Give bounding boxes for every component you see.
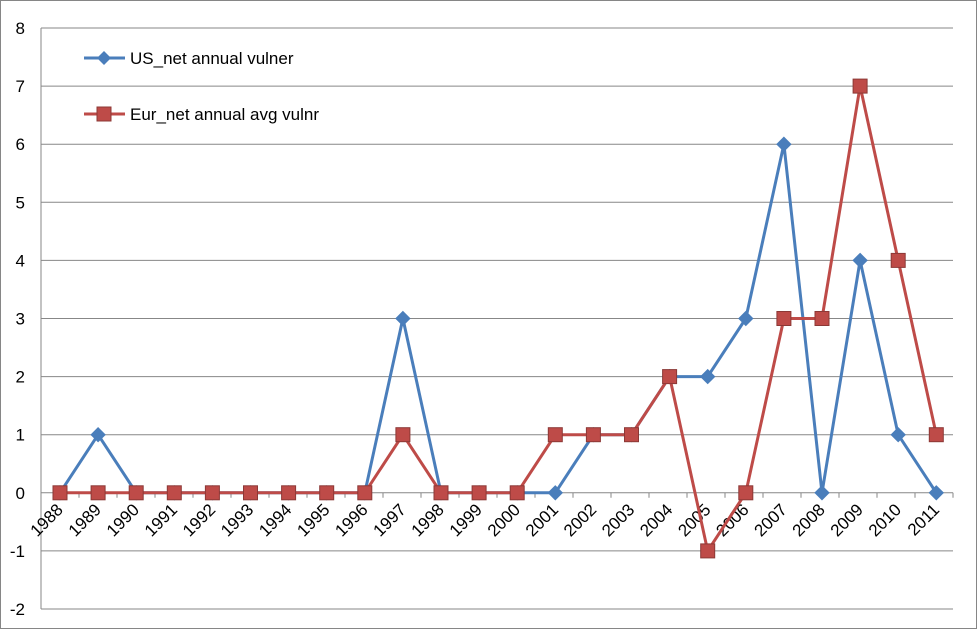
- y-tick-label: 5: [16, 193, 25, 212]
- data-point-square: [776, 311, 792, 326]
- data-point-square: [395, 427, 411, 443]
- legend-marker-diamond: [97, 51, 111, 65]
- x-tick-label: 1999: [446, 500, 486, 540]
- x-tick-label: 2008: [789, 500, 829, 540]
- y-tick-label: -2: [10, 600, 25, 619]
- x-tick-label: 2002: [560, 500, 600, 540]
- x-tick-label: 1992: [179, 500, 219, 540]
- y-tick-label: 1: [16, 426, 25, 445]
- x-tick-label: 2010: [865, 500, 905, 540]
- data-point-square: [52, 485, 68, 501]
- series: [52, 78, 945, 559]
- data-point-square: [738, 485, 754, 501]
- data-point-square: [624, 427, 639, 443]
- data-point-diamond: [776, 136, 792, 152]
- data-point-diamond: [928, 485, 945, 501]
- data-point-square: [585, 427, 601, 443]
- data-point-diamond: [890, 426, 906, 443]
- data-point-diamond: [738, 310, 754, 327]
- data-point-square: [509, 485, 525, 501]
- x-tick-label: 1989: [65, 500, 105, 540]
- y-tick-label: 7: [16, 77, 25, 96]
- x-tick-label: 2004: [636, 500, 676, 540]
- x-tick-label: 2009: [827, 500, 867, 540]
- y-tick-label: 8: [16, 19, 25, 38]
- x-tick-label: 2000: [484, 500, 524, 540]
- y-tick-label: 4: [16, 251, 25, 270]
- data-point-square: [166, 485, 182, 501]
- data-point-diamond: [547, 485, 564, 501]
- gridlines: [41, 27, 953, 610]
- x-tick-label: 1995: [293, 500, 333, 540]
- y-tick-label: 3: [16, 310, 25, 329]
- x-axis-tick-labels: 1988198919901991199219931994199519961997…: [27, 500, 943, 540]
- x-tick-label: 1991: [141, 500, 181, 540]
- x-tick-label: 1994: [255, 500, 295, 540]
- y-tick-label: 2: [16, 368, 25, 387]
- x-tick-label: 1993: [217, 500, 257, 540]
- x-tick-label: 1990: [103, 500, 143, 540]
- data-point-diamond: [90, 426, 106, 443]
- x-tick-label: 2005: [674, 500, 714, 540]
- data-point-square: [128, 485, 144, 501]
- x-tick-label: 2001: [522, 500, 562, 540]
- data-point-square: [547, 427, 563, 443]
- y-tick-label: 6: [16, 135, 25, 154]
- data-point-square: [814, 311, 830, 326]
- x-tick-label: 1996: [331, 500, 371, 540]
- data-point-square: [90, 485, 106, 501]
- x-tick-label: 1998: [408, 500, 448, 540]
- data-point-square: [852, 78, 868, 94]
- data-point-diamond: [814, 485, 830, 501]
- x-tick-label: 1997: [370, 500, 410, 540]
- y-axis-tick-labels: -2 -1 0 1 2 3 4 5 6 7 8: [10, 19, 25, 619]
- y-tick-label: -1: [10, 542, 25, 561]
- data-point-diamond: [395, 310, 411, 327]
- data-point-square: [243, 485, 258, 501]
- x-tick-label: 2007: [751, 500, 791, 540]
- data-point-square: [204, 485, 220, 501]
- data-point-square: [700, 543, 716, 559]
- data-point-diamond: [852, 252, 868, 269]
- data-point-diamond: [699, 368, 716, 385]
- data-point-square: [928, 427, 944, 443]
- data-point-square: [357, 485, 373, 501]
- data-point-square: [433, 485, 449, 501]
- data-point-square: [319, 485, 335, 501]
- legend: US_net annual vulner Eur_net annual avg v…: [84, 49, 319, 124]
- data-point-square: [471, 485, 487, 501]
- legend-label-1: US_net annual vulner: [130, 49, 294, 68]
- legend-marker-square: [96, 106, 112, 122]
- y-tick-label: 0: [16, 484, 25, 503]
- x-tick-label: 2003: [598, 500, 638, 540]
- legend-label-2: Eur_net annual avg vulnr: [130, 105, 319, 124]
- data-point-square: [281, 485, 297, 501]
- x-tick-label: 1988: [27, 500, 67, 540]
- x-tick-label: 2011: [904, 500, 943, 539]
- data-point-square: [662, 369, 678, 385]
- data-point-square: [890, 252, 906, 268]
